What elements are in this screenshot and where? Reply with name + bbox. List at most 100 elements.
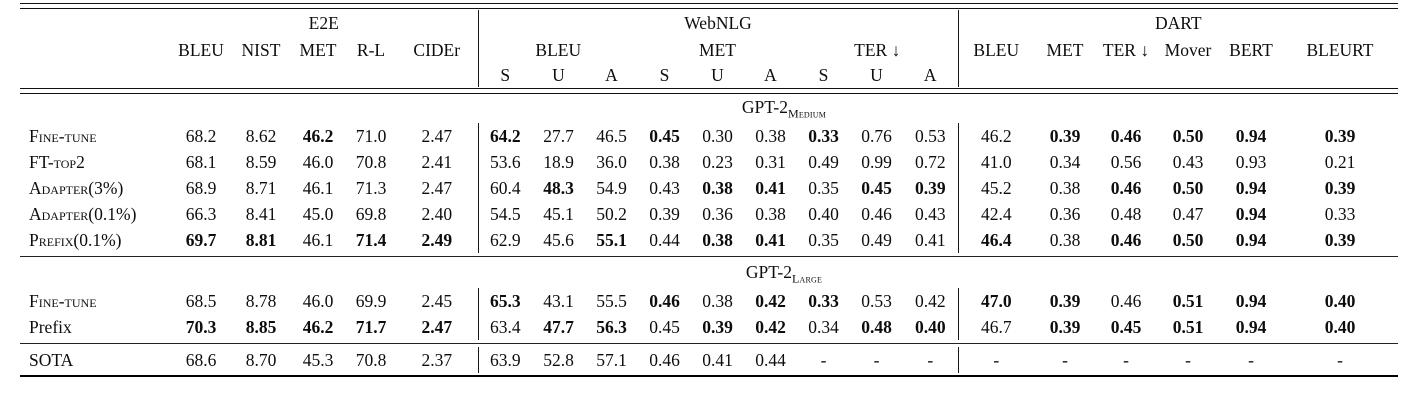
table-cell: 0.46: [649, 290, 680, 311]
table-cell: 8.70: [245, 349, 277, 370]
table-cell: 0.40: [1324, 290, 1356, 311]
col-header-dart-mover: Mover: [1164, 40, 1212, 60]
table-cell: 46.2: [302, 125, 334, 146]
table-cell: 0.39: [914, 177, 946, 198]
row-label: Adapter(3%): [29, 177, 124, 198]
table-cell: 53.6: [477, 149, 532, 175]
table-cell: 0.46: [1110, 229, 1142, 250]
section-rule: [20, 253, 1398, 260]
table-cell: 2.47: [421, 177, 453, 198]
table-cell: 47.7: [543, 316, 574, 337]
table-cell: 2.47: [421, 316, 453, 337]
table-cell: 69.7: [185, 229, 217, 250]
table-cell: 18.9: [543, 151, 574, 172]
table-cell: 45.6: [543, 229, 574, 250]
table-cell: 0.42: [755, 290, 786, 311]
table-row: FT-top2 68.1 8.59 46.0 70.8 2.41 53.6 18.9 36.0 0…: [20, 149, 1398, 175]
table-cell: 0.38: [702, 290, 733, 311]
table-cell: 0.41: [755, 229, 786, 250]
sub-header-s: S: [659, 65, 670, 85]
table-cell: 0.93: [1235, 151, 1267, 172]
table-cell: 0.50: [1172, 229, 1204, 250]
sub-header-s: S: [477, 64, 532, 87]
row-label: Fine-tune: [29, 290, 97, 311]
col-header-webnlg-bleu: BLEU: [477, 37, 638, 64]
table-cell: 0.99: [861, 151, 892, 172]
table-cell: 0.47: [1172, 203, 1204, 224]
table-cell: -: [1185, 349, 1191, 370]
table-row: Fine-tune 68.2 8.62 46.2 71.0 2.47 64.2 27.7 46.…: [20, 123, 1398, 149]
label-col-spacer: [20, 37, 170, 64]
table-cell: -: [1248, 349, 1254, 370]
table-cell: 0.94: [1235, 177, 1267, 198]
table-cell: 54.9: [596, 177, 627, 198]
table-cell: 0.53: [914, 125, 946, 146]
table-cell: 0.41: [755, 177, 786, 198]
table-cell: 46.1: [302, 229, 334, 250]
table-cell: 0.94: [1235, 229, 1267, 250]
table-cell: 71.0: [355, 125, 387, 146]
table-cell: 2.41: [421, 151, 453, 172]
table-cell: 46.7: [957, 314, 1034, 340]
table-cell: 2.45: [421, 290, 453, 311]
table-cell: 46.4: [957, 227, 1034, 253]
group-header-dart: DART: [957, 10, 1398, 37]
results-table: E2E WebNLG DART BLEU NIST MET R-L CIDEr …: [20, 2, 1398, 377]
table-cell: 0.38: [755, 125, 786, 146]
table-cell: 70.8: [355, 151, 387, 172]
table-cell: 41.0: [957, 149, 1034, 175]
top-rule: [20, 2, 1398, 10]
table-cell: 63.9: [477, 347, 532, 373]
table-cell: 0.43: [649, 177, 680, 198]
table-cell: 8.62: [245, 125, 277, 146]
table-cell: 0.31: [755, 151, 786, 172]
table-cell: 0.40: [1324, 316, 1356, 337]
table-cell: 0.53: [861, 290, 892, 311]
sub-header-u: U: [552, 65, 565, 85]
table-cell: 8.59: [245, 151, 277, 172]
table-cell: 0.40: [914, 316, 946, 337]
col-header-webnlg-met: MET: [699, 40, 736, 60]
table-cell: 68.1: [185, 151, 217, 172]
section-title: GPT-2Large: [745, 261, 823, 286]
table-cell: 52.8: [543, 349, 574, 370]
table-cell: 54.5: [477, 201, 532, 227]
table-cell: 0.33: [808, 125, 839, 146]
table-cell: 46.0: [302, 290, 334, 311]
row-label: Fine-tune: [29, 125, 97, 146]
table-cell: 45.2: [957, 175, 1034, 201]
group-header-e2e: E2E: [308, 13, 339, 33]
table-cell: -: [1062, 349, 1068, 370]
col-header-dart-ter: TER ↓: [1102, 40, 1150, 60]
col-header-dart-bert: BERT: [1229, 40, 1273, 60]
table-cell: 0.48: [1110, 203, 1142, 224]
table-cell: 56.3: [596, 316, 627, 337]
table-cell: 0.34: [1049, 151, 1081, 172]
col-header-e2e-nist: NIST: [241, 40, 281, 60]
table-cell: 2.47: [421, 125, 453, 146]
table-cell: 62.9: [477, 227, 532, 253]
table-cell: 48.3: [543, 177, 574, 198]
table-cell: 0.36: [1049, 203, 1081, 224]
table-cell: 68.5: [185, 290, 217, 311]
table-cell: 68.9: [185, 177, 217, 198]
table-cell: 55.5: [596, 290, 627, 311]
table-cell: 0.39: [1324, 125, 1356, 146]
table-cell: 0.38: [1049, 177, 1081, 198]
table-cell: 50.2: [596, 203, 627, 224]
table-cell: 63.4: [477, 314, 532, 340]
table-cell: 0.76: [861, 125, 892, 146]
e2e-spacer: [170, 64, 478, 87]
table-cell: 8.81: [245, 229, 277, 250]
col-header-e2e-met: MET: [299, 40, 337, 60]
table-cell: 47.0: [957, 288, 1034, 314]
table-cell: 0.39: [1049, 125, 1081, 146]
table-row: SOTA 68.6 8.70 45.3 70.8 2.37 63.9 52.8 57.1 0.46…: [20, 347, 1398, 373]
col-header-e2e-cider: CIDEr: [413, 40, 461, 60]
table-cell: 0.94: [1235, 316, 1267, 337]
table-cell: 0.39: [649, 203, 680, 224]
table-cell: 0.38: [1049, 229, 1081, 250]
row-label: Prefix: [29, 316, 72, 337]
table-cell: 0.35: [808, 229, 839, 250]
table-row: Adapter(0.1%) 66.3 8.41 45.0 69.8 2.40 54.5 45.…: [20, 201, 1398, 227]
